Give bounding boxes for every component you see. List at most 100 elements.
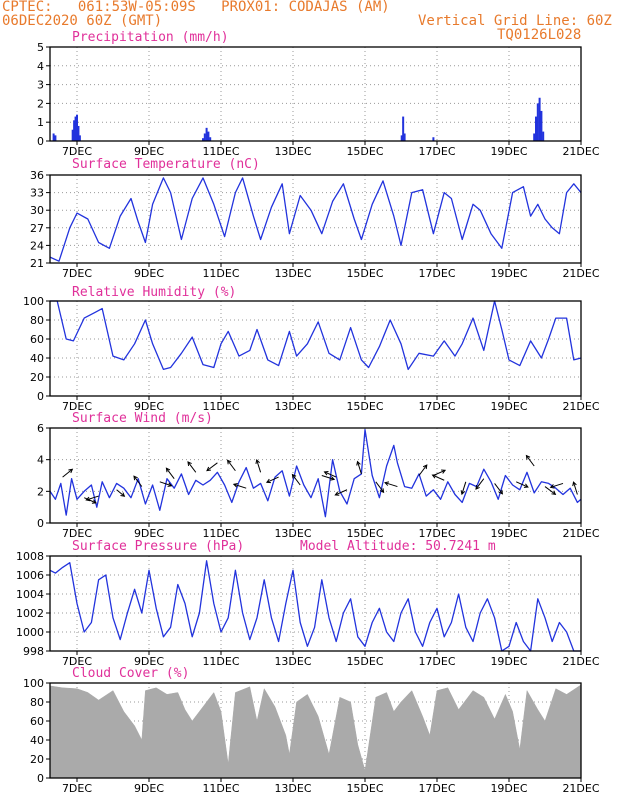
wind-vector-head <box>551 490 557 496</box>
x-tick-label-temp: 9DEC <box>134 267 164 280</box>
panel-title-wind: Surface Wind (m/s) <box>72 411 213 426</box>
y-tick-label-temp: 24 <box>30 239 44 252</box>
wind-vector <box>227 460 236 472</box>
y-tick-label-cloud: 100 <box>23 677 44 690</box>
wind-vector <box>573 481 578 495</box>
x-tick-label-cloud: 13DEC <box>274 782 311 795</box>
panel-frame-precip <box>49 46 582 142</box>
model-code: TQ0126L028 <box>497 27 582 43</box>
y-tick-label-pressure: 998 <box>23 645 44 658</box>
x-tick-label-pressure: 7DEC <box>62 655 92 668</box>
precip-bar <box>535 116 537 141</box>
panel-frame-temp <box>49 174 582 264</box>
wind-vector-head <box>441 469 447 474</box>
wind-vector-head <box>422 464 428 470</box>
x-tick-label-pressure: 21DEC <box>562 655 599 668</box>
precip-bar <box>400 135 403 141</box>
x-tick-label-wind: 15DEC <box>346 527 383 540</box>
wind-vector-head <box>384 481 390 486</box>
precip-bar <box>538 97 541 141</box>
wind-vector <box>335 489 348 496</box>
wind-vector-head <box>330 476 336 481</box>
x-tick-label-precip: 13DEC <box>274 145 311 158</box>
x-tick-label-humidity: 7DEC <box>62 400 92 413</box>
precip-bar <box>209 137 212 141</box>
precip-bar <box>533 133 536 141</box>
wind-vector-head <box>523 483 529 488</box>
y-tick-label-temp: 30 <box>30 204 44 217</box>
wind-vector-head <box>133 475 138 481</box>
x-tick-label-pressure: 13DEC <box>274 655 311 668</box>
wind-vector <box>266 476 279 483</box>
wind-vector-head <box>255 458 260 465</box>
wind-vector <box>384 482 398 488</box>
precip-bar <box>205 127 208 141</box>
wind-vector-head <box>120 492 126 497</box>
precip-bar <box>540 110 543 141</box>
wind-vector <box>159 481 172 487</box>
y-tick-label-temp: 36 <box>30 169 44 182</box>
precip-bar <box>432 137 435 141</box>
precip-bar <box>73 120 76 141</box>
x-tick-label-pressure: 11DEC <box>202 655 239 668</box>
y-tick-label-cloud: 60 <box>30 715 44 728</box>
x-tick-label-humidity: 17DEC <box>418 400 455 413</box>
panel-title-pressure: Surface Pressure (hPa) <box>72 539 244 554</box>
precip-bar <box>207 131 210 141</box>
wind-vector <box>544 486 556 495</box>
wind-vector-head <box>226 459 232 465</box>
wind-vector-head <box>431 474 437 479</box>
wind-vector <box>133 475 143 487</box>
precip-bar <box>54 135 57 141</box>
y-tick-label-humidity: 0 <box>37 390 44 403</box>
y-tick-label-precip: 0 <box>37 135 44 148</box>
x-tick-label-cloud: 15DEC <box>346 782 383 795</box>
y-tick-label-humidity: 60 <box>30 333 44 346</box>
y-tick-label-humidity: 100 <box>23 295 44 308</box>
wind-vector <box>321 475 335 480</box>
panel-frame-cloud <box>49 682 582 779</box>
x-tick-label-precip: 19DEC <box>490 145 527 158</box>
wind-vector <box>475 478 485 490</box>
temp-line <box>49 177 582 262</box>
wind-vector <box>233 483 247 489</box>
x-tick-label-precip: 17DEC <box>418 145 455 158</box>
wind-vector-head <box>572 481 577 487</box>
x-tick-label-temp: 21DEC <box>562 267 599 280</box>
precip-bar <box>77 125 80 141</box>
run-date: 06DEC2020 60Z (GMT) <box>2 13 163 29</box>
precip-bar <box>52 133 55 141</box>
model-altitude-label: Model Altitude: 50.7241 m <box>300 539 496 554</box>
cloud-cover-area <box>49 684 582 779</box>
x-tick-label-wind: 17DEC <box>418 527 455 540</box>
wind-vector <box>432 474 445 481</box>
precip-bar <box>536 103 539 141</box>
wind-vector <box>550 482 564 488</box>
wind-vector-head <box>232 483 238 488</box>
x-tick-label-temp: 13DEC <box>274 267 311 280</box>
x-tick-label-wind: 13DEC <box>274 527 311 540</box>
panel-frame-pressure <box>49 555 582 652</box>
wind-vector <box>418 464 428 476</box>
x-tick-label-humidity: 15DEC <box>346 400 383 413</box>
x-tick-label-pressure: 9DEC <box>134 655 164 668</box>
y-tick-label-pressure: 1006 <box>16 569 44 582</box>
x-tick-label-temp: 15DEC <box>346 267 383 280</box>
y-tick-label-cloud: 20 <box>30 753 44 766</box>
wind-vector <box>62 468 73 478</box>
wind-vector <box>357 461 362 475</box>
precip-bar <box>203 133 206 141</box>
x-tick-label-precip: 21DEC <box>562 145 599 158</box>
x-tick-label-cloud: 11DEC <box>202 782 239 795</box>
y-tick-label-cloud: 80 <box>30 696 44 709</box>
x-tick-label-wind: 21DEC <box>562 527 599 540</box>
x-tick-label-temp: 7DEC <box>62 267 92 280</box>
x-tick-label-temp: 19DEC <box>490 267 527 280</box>
wind-vector <box>206 462 218 472</box>
x-tick-label-humidity: 9DEC <box>134 400 164 413</box>
y-tick-label-pressure: 1008 <box>16 550 44 563</box>
wind-vector <box>375 481 385 493</box>
x-tick-label-pressure: 17DEC <box>418 655 455 668</box>
y-tick-label-precip: 1 <box>37 116 44 129</box>
